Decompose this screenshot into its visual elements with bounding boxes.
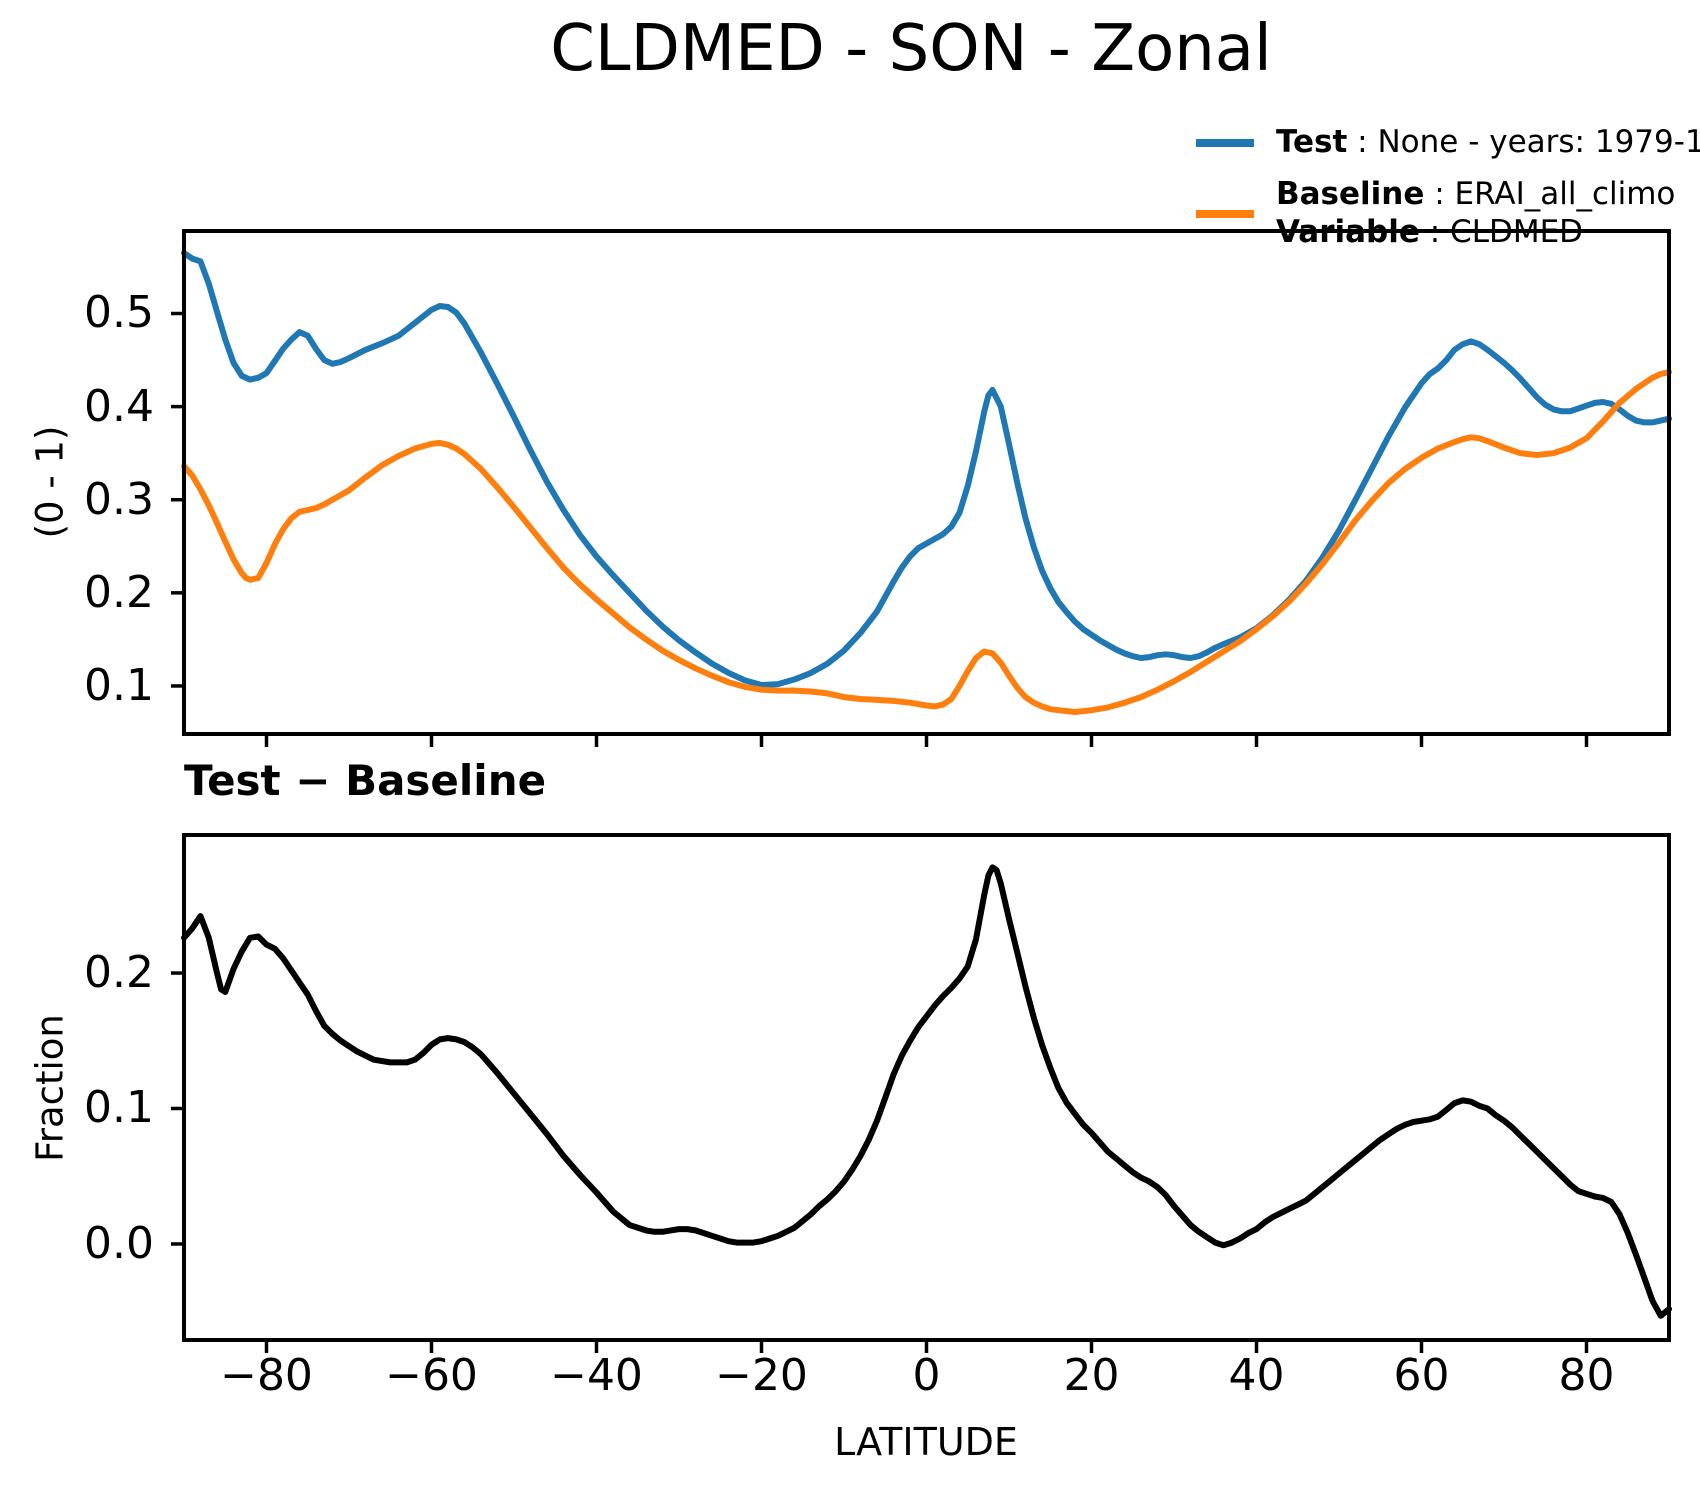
x-tick-label: −60 [385,1350,478,1401]
x-tick-label: −40 [550,1350,643,1401]
baseline-line [181,369,1672,715]
legend-test-label: Test [1276,124,1348,160]
x-tick-label: 80 [1558,1350,1615,1401]
panel-1-axes-box [182,229,1671,736]
test-line-swatch [1196,138,1254,147]
y-tick-label: 0.2 [84,947,154,999]
y-tick-label: 0.1 [84,659,154,711]
x-tick-label: −20 [715,1350,808,1401]
y-tick-label: 0.4 [84,380,154,432]
legend-baseline-line: Baseline : ERAI_all_climo [1276,176,1675,214]
legend-baseline-value: : ERAI_all_climo [1424,175,1676,212]
x-tick-label: 20 [1063,1350,1120,1401]
x-tick-label: 60 [1393,1350,1450,1401]
panel-2-axes-box [182,833,1671,1342]
legend: Test : None - years: 1979-1980 Baseline … [1196,124,1700,251]
legend-test-value: : None - years: 1979-1980 [1357,124,1700,160]
page-title: CLDMED - SON - Zonal [550,12,1272,86]
y-tick-label: 0.5 [84,287,154,339]
difference-line [181,864,1672,1319]
y-tick-label: 0.3 [84,473,154,525]
y-tick-label: 0.1 [84,1082,154,1134]
legend-entry-test-text: Test : None - years: 1979-1980 [1276,124,1700,162]
legend-baseline-label: Baseline [1276,175,1425,212]
test-line [181,250,1672,688]
y-tick-label: 0.0 [84,1217,154,1269]
x-tick-label: 40 [1228,1350,1285,1401]
x-axis-label: LATITUDE [834,1420,1018,1464]
legend-entry-test: Test : None - years: 1979-1980 [1196,124,1700,162]
x-tick-label: −80 [220,1350,313,1401]
baseline-line-swatch [1196,209,1254,218]
x-tick-label: 0 [912,1350,941,1401]
y-tick-label: 0.2 [84,566,154,618]
bottom-panel-title: Test − Baseline [184,756,547,805]
